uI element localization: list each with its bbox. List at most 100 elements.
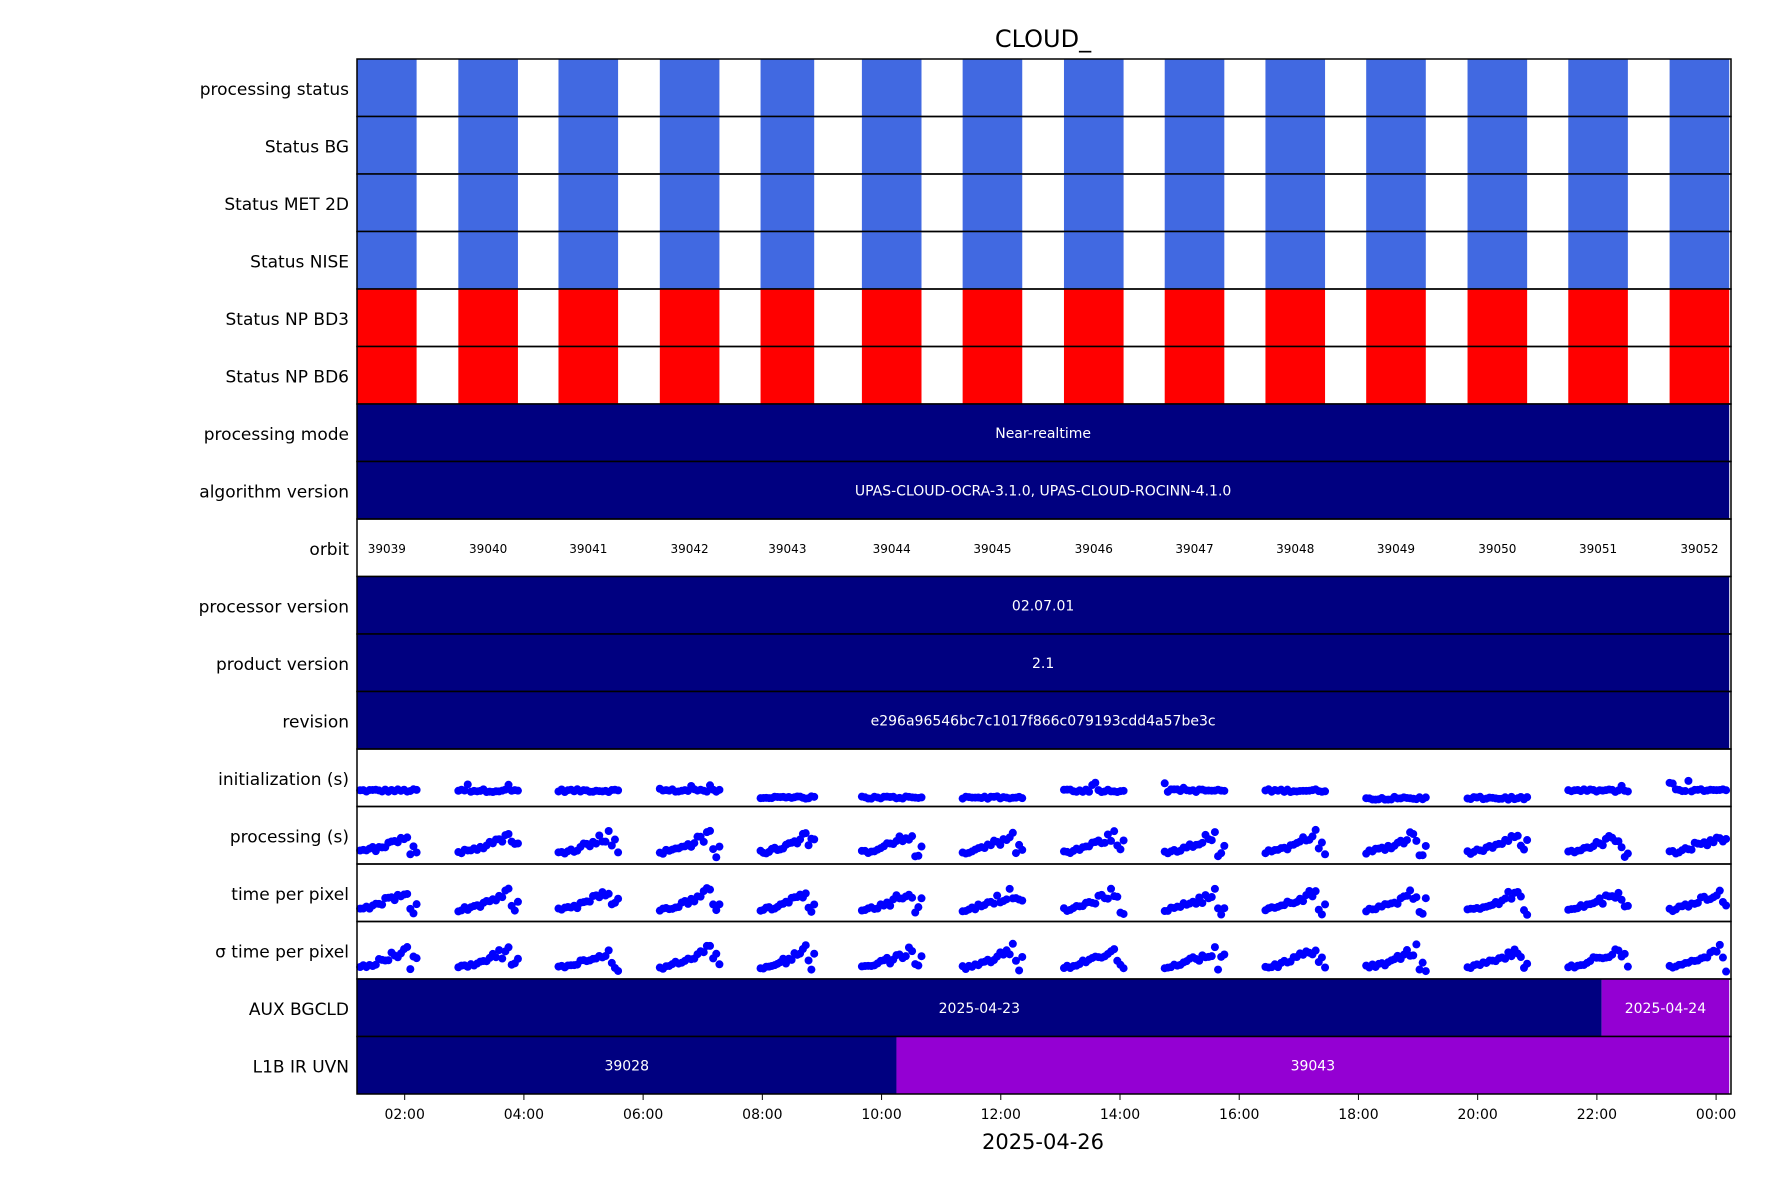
data-point: [706, 885, 715, 894]
data-point: [412, 900, 421, 909]
status-bar: [1164, 174, 1225, 232]
status-bar: [357, 346, 417, 404]
data-point: [513, 786, 522, 795]
row-label: product version: [216, 655, 349, 675]
data-point: [498, 954, 507, 963]
row-initialization-s: initialization (s): [218, 748, 1732, 808]
status-bar: [962, 174, 1023, 232]
row-label: time per pixel: [231, 885, 349, 905]
data-point: [1317, 953, 1326, 962]
data-point: [1617, 843, 1626, 852]
data-point: [1018, 896, 1027, 905]
data-point: [614, 966, 623, 975]
data-point: [801, 829, 810, 838]
status-bar: [760, 116, 815, 174]
band-segment: [896, 1036, 1730, 1094]
orbit-label: 39050: [1478, 542, 1516, 556]
data-point: [1308, 832, 1317, 841]
status-bar: [659, 174, 720, 232]
status-bar: [1669, 116, 1730, 174]
data-point: [1116, 845, 1125, 854]
data-point: [1321, 963, 1330, 972]
band-segment: [357, 404, 1730, 462]
data-point: [1418, 909, 1427, 918]
data-point: [1507, 952, 1516, 961]
data-point: [1418, 851, 1427, 860]
x-tick-label: 04:00: [504, 1107, 544, 1123]
status-bar: [1467, 346, 1528, 404]
status-bar: [1265, 59, 1326, 117]
row-processing-status: processing status: [200, 58, 1732, 118]
status-bar: [760, 174, 815, 232]
status-bar: [458, 174, 518, 232]
data-point: [715, 842, 724, 851]
orbit-label: 39048: [1276, 542, 1314, 556]
data-point: [1321, 850, 1330, 859]
data-point: [1421, 967, 1430, 976]
status-bar: [458, 59, 518, 117]
status-bar: [558, 116, 619, 174]
data-point: [403, 889, 412, 898]
status-bar: [760, 231, 815, 289]
data-point: [1311, 825, 1320, 834]
row-algorithm-version: algorithm version UPAS-CLOUD-OCRA-3.1.0, …: [199, 460, 1732, 520]
data-point: [1617, 895, 1626, 904]
status-bar: [1063, 346, 1124, 404]
data-point: [1160, 779, 1169, 788]
data-point: [406, 965, 415, 974]
data-point: [1418, 958, 1427, 967]
data-point: [460, 786, 469, 795]
data-point: [1501, 954, 1510, 963]
status-bar: [1568, 59, 1628, 117]
data-point: [1018, 845, 1027, 854]
row-revision: revision e296a96546bc7c1017f866c079193cdd…: [282, 690, 1732, 750]
band-label: Near-realtime: [995, 426, 1091, 442]
data-point: [1207, 836, 1216, 845]
x-tick-label: 22:00: [1577, 1107, 1617, 1123]
data-point: [1103, 894, 1112, 903]
band-segment: [357, 691, 1730, 749]
data-point: [1207, 952, 1216, 961]
data-point: [1623, 787, 1632, 796]
status-bar: [1467, 59, 1528, 117]
band-segment: [357, 634, 1730, 692]
data-point: [604, 946, 613, 955]
data-point: [1722, 786, 1731, 795]
row-label: processing (s): [230, 827, 349, 847]
data-point: [601, 837, 610, 846]
row-label: L1B IR UVN: [253, 1057, 349, 1077]
data-point: [715, 960, 724, 969]
orbit-label: 39049: [1377, 542, 1415, 556]
status-bar: [962, 289, 1023, 347]
data-point: [513, 839, 522, 848]
status-bar: [357, 116, 417, 174]
status-bar: [659, 289, 720, 347]
data-point: [1091, 778, 1100, 787]
data-point: [1119, 909, 1128, 918]
data-point: [1015, 966, 1024, 975]
status-bar: [1669, 174, 1730, 232]
status-bar: [861, 346, 922, 404]
data-point: [504, 829, 513, 838]
data-point: [1091, 899, 1100, 908]
status-bar: [1164, 289, 1225, 347]
data-point: [901, 952, 910, 961]
status-bar: [357, 59, 417, 117]
status-bar: [962, 59, 1023, 117]
status-bar: [1063, 231, 1124, 289]
data-point: [715, 900, 724, 909]
status-bar: [1568, 174, 1628, 232]
band-segment: [1601, 979, 1730, 1037]
data-point: [699, 948, 708, 957]
row-processing-mode: processing mode Near-realtime: [204, 403, 1732, 463]
row-status-np-bd3: Status NP BD3: [225, 288, 1732, 348]
rows-layer: processing status Status BG Status MET 2D S…: [199, 58, 1732, 1095]
x-tick-label: 18:00: [1338, 1107, 1378, 1123]
status-bar: [659, 346, 720, 404]
data-point: [917, 894, 926, 903]
data-point: [1210, 943, 1219, 952]
status-bar: [1467, 289, 1528, 347]
status-bar: [1366, 231, 1426, 289]
band-segment: [357, 461, 1730, 519]
status-bar: [1669, 346, 1730, 404]
